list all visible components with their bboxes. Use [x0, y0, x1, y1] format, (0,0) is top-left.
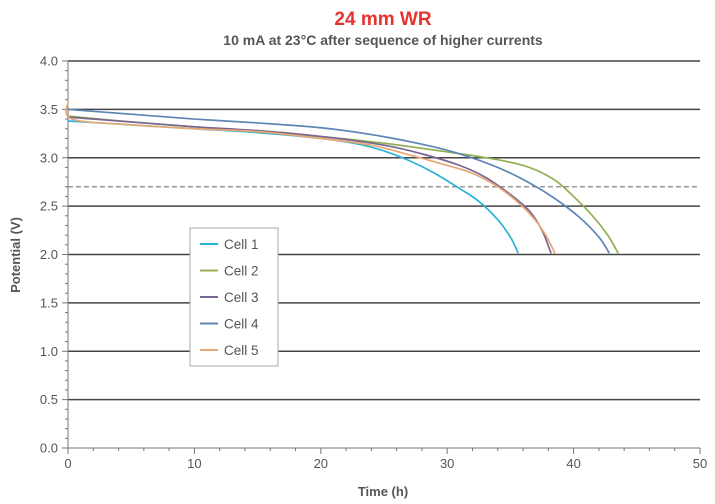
legend-box [189, 227, 279, 367]
legend-label: Cell 1 [224, 237, 259, 252]
tick-labels: 0.0 0.5 1.0 1.5 2.0 2.5 3.0 3.5 4.0 0 10 20 30 40 50 [40, 54, 707, 472]
chart-title: 24 mm WR [334, 9, 431, 30]
legend-label: Cell 3 [224, 290, 259, 305]
y-tick-label: 1.0 [40, 344, 58, 359]
y-tick-label: 2.5 [40, 199, 58, 214]
x-tick-label: 20 [314, 456, 328, 471]
series-lines [65, 100, 619, 254]
y-tick-label: 3.5 [40, 102, 58, 117]
x-axis-title: Time (h) [358, 484, 408, 499]
y-tick-label: 1.5 [40, 295, 58, 310]
x-tick-label: 0 [64, 456, 71, 471]
x-tick-label: 10 [187, 456, 201, 471]
x-tick-label: 40 [566, 456, 580, 471]
series-line-cell-4 [67, 108, 610, 254]
legend-label: Cell 2 [224, 264, 259, 279]
y-tick-label: 2.0 [40, 247, 58, 262]
series-line-cell-3 [67, 116, 552, 254]
y-tick-label: 0.0 [40, 441, 58, 456]
y-axis-title: Potential (V) [8, 217, 23, 293]
y-tick-label: 3.0 [40, 150, 58, 165]
axes [62, 60, 701, 454]
legend-label: Cell 5 [224, 343, 259, 358]
y-tick-label: 0.5 [40, 392, 58, 407]
x-tick-label: 30 [440, 456, 454, 471]
y-tick-label: 4.0 [40, 54, 58, 69]
chart-subtitle: 10 mA at 23°C after sequence of higher c… [223, 32, 543, 48]
legend: Cell 1 Cell 2 Cell 3 Cell 4 Cell 5 [189, 227, 279, 367]
series-line-cell-5 [65, 100, 556, 254]
legend-label: Cell 4 [224, 317, 259, 332]
grid-lines [68, 60, 700, 401]
series-line-cell-2 [67, 115, 619, 254]
x-tick-label: 50 [693, 456, 707, 471]
